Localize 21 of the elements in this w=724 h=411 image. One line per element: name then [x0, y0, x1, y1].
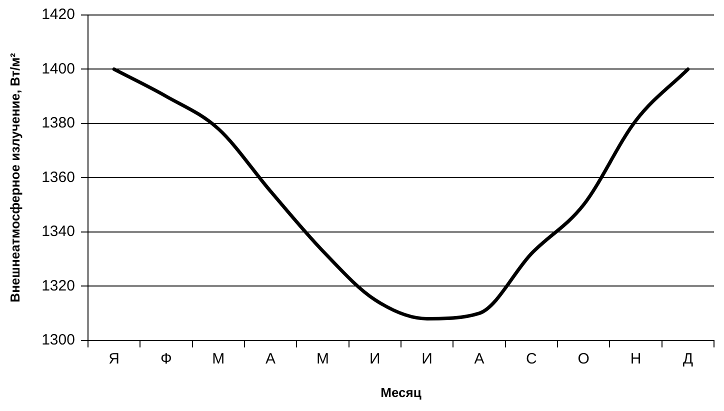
x-tick-label: Д: [682, 350, 693, 368]
y-tick-label: 1340: [42, 223, 75, 240]
x-tick-label: Н: [630, 350, 642, 368]
x-tick-label: Ф: [160, 350, 172, 368]
y-tick-label: 1360: [42, 168, 75, 186]
y-tick-label: 1380: [42, 114, 75, 132]
x-tick-label: О: [578, 350, 590, 368]
y-tick-label: 1400: [42, 60, 75, 78]
x-tick-label: А: [474, 350, 484, 368]
y-axis-title: Внешнеатмосферное излучение, Вт/м²: [7, 52, 22, 302]
x-tick-label: И: [422, 350, 432, 368]
x-tick-label: С: [526, 350, 537, 368]
x-tick-label: М: [316, 350, 329, 368]
y-tick-label: 1300: [42, 332, 75, 349]
y-tick-label: 1420: [42, 6, 75, 24]
x-tick-label: Я: [108, 350, 120, 368]
x-axis-title: Месяц: [380, 384, 422, 400]
x-tick-label: И: [370, 350, 380, 368]
y-tick-label: 1320: [42, 277, 75, 294]
x-tick-label: А: [266, 350, 276, 368]
x-tick-label: М: [212, 350, 225, 368]
